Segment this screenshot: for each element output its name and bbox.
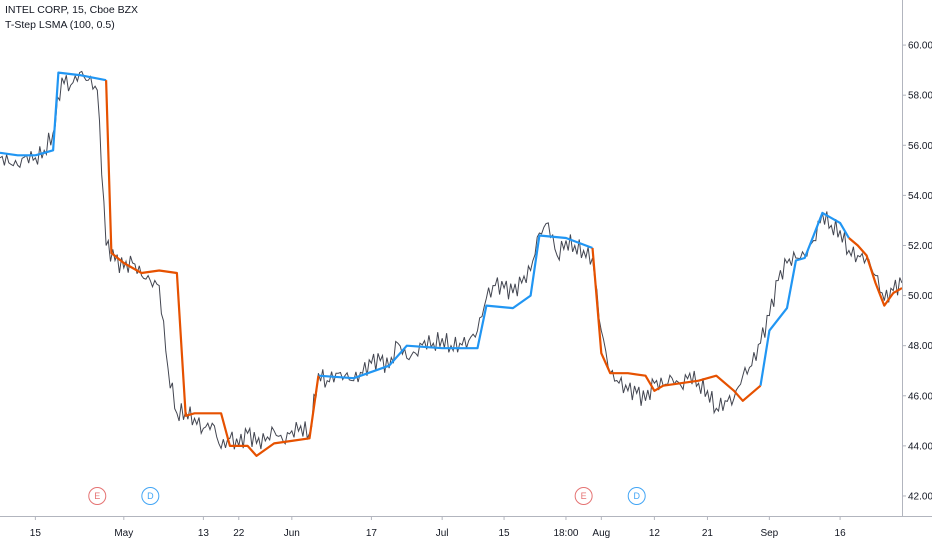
lsma-up-segment-1 xyxy=(318,234,593,380)
x-tick-label: Sep xyxy=(760,528,778,539)
x-tick-label: 16 xyxy=(835,528,847,539)
y-tick-label: 52.00 xyxy=(908,241,932,252)
dividends-marker-1[interactable]: D xyxy=(141,487,160,505)
x-tick-label: Jun xyxy=(284,528,300,539)
dividends-marker-3[interactable]: D xyxy=(627,487,646,505)
x-tick-label: 12 xyxy=(649,528,661,539)
x-tick-label: 22 xyxy=(233,528,245,539)
x-tick-label: 13 xyxy=(198,528,210,539)
dividends-marker-label: D xyxy=(633,491,640,501)
price-axis[interactable]: 42.00 44.00 46.00 48.00 50.00 52.00 54.00 56.00… xyxy=(902,0,932,550)
earnings-marker-label: E xyxy=(94,491,100,501)
y-tick-label: 58.00 xyxy=(908,91,932,102)
lsma-down-segment-0 xyxy=(105,80,320,457)
y-tick-label: 48.00 xyxy=(908,341,932,352)
y-tick-label: 46.00 xyxy=(908,391,932,402)
earnings-marker-0[interactable]: E xyxy=(88,487,107,505)
dividends-marker-label: D xyxy=(147,491,154,501)
symbol-legend[interactable]: INTEL CORP, 15, Cboe BZX xyxy=(5,4,139,16)
price-line xyxy=(0,70,903,450)
lsma-series xyxy=(0,71,903,457)
time-axis[interactable]: 15 May 13 22 Jun 17 Jul 15 18:00 Aug 12 21 Sep 16 xyxy=(0,516,932,550)
y-tick-label: 50.00 xyxy=(908,291,932,302)
y-tick-label: 60.00 xyxy=(908,41,932,52)
x-tick-label: May xyxy=(114,528,133,539)
price-series xyxy=(0,70,903,450)
x-tick-label: 15 xyxy=(30,528,42,539)
earnings-marker-2[interactable]: E xyxy=(574,487,593,505)
y-tick-label: 44.00 xyxy=(908,441,932,452)
x-tick-label: Jul xyxy=(436,528,449,539)
lsma-up-segment-0 xyxy=(0,71,107,157)
x-tick-label: 18:00 xyxy=(553,528,578,539)
x-tick-label: 17 xyxy=(366,528,378,539)
y-tick-label: 42.00 xyxy=(908,491,932,502)
x-tick-label: 21 xyxy=(702,528,714,539)
lsma-down-segment-2 xyxy=(848,237,903,307)
earnings-marker-label: E xyxy=(581,491,587,501)
y-tick-label: 54.00 xyxy=(908,191,932,202)
study-legend[interactable]: T-Step LSMA (100, 0.5) xyxy=(5,19,115,31)
y-tick-label: 56.00 xyxy=(908,141,932,152)
x-tick-label: 15 xyxy=(498,528,510,539)
x-tick-label: Aug xyxy=(592,528,610,539)
lsma-up-segment-2 xyxy=(759,211,850,386)
lsma-down-segment-1 xyxy=(591,247,762,402)
